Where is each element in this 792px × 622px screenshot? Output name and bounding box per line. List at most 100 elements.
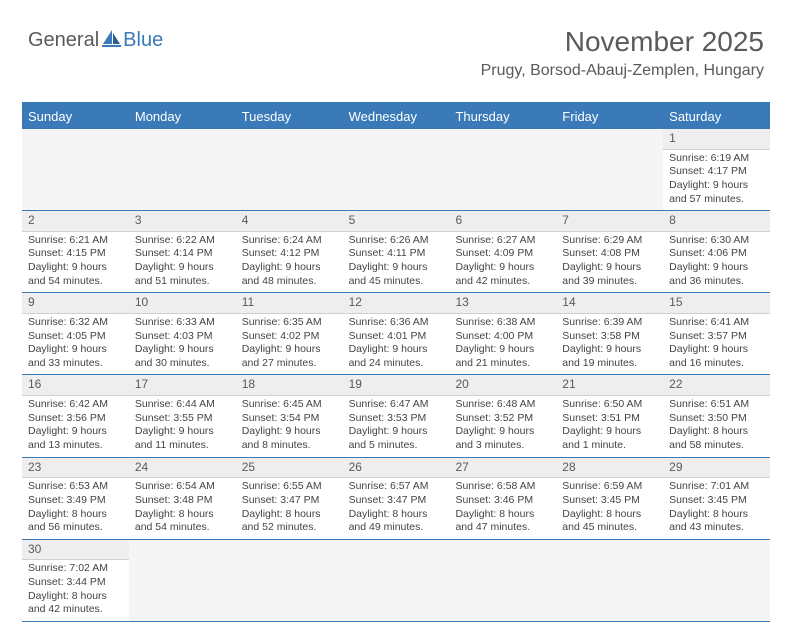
sunset-line: Sunset: 3:48 PM (135, 494, 230, 508)
cell-body: Sunrise: 6:59 AMSunset: 3:45 PMDaylight:… (556, 478, 663, 539)
calendar-cell: 18Sunrise: 6:45 AMSunset: 3:54 PMDayligh… (236, 375, 343, 456)
sunset-line: Sunset: 3:45 PM (669, 494, 764, 508)
sunrise-line: Sunrise: 6:22 AM (135, 234, 230, 248)
cell-body: Sunrise: 6:54 AMSunset: 3:48 PMDaylight:… (129, 478, 236, 539)
daylight-line: Daylight: 9 hours and 19 minutes. (562, 343, 657, 370)
daylight-line: Daylight: 9 hours and 24 minutes. (349, 343, 444, 370)
calendar-cell: 24Sunrise: 6:54 AMSunset: 3:48 PMDayligh… (129, 458, 236, 539)
logo: General Blue (28, 28, 163, 53)
sunset-line: Sunset: 3:53 PM (349, 412, 444, 426)
sunrise-line: Sunrise: 6:44 AM (135, 398, 230, 412)
sunset-line: Sunset: 3:54 PM (242, 412, 337, 426)
calendar-cell: 23Sunrise: 6:53 AMSunset: 3:49 PMDayligh… (22, 458, 129, 539)
calendar-cell: 19Sunrise: 6:47 AMSunset: 3:53 PMDayligh… (343, 375, 450, 456)
sunrise-line: Sunrise: 6:30 AM (669, 234, 764, 248)
date-number: 11 (236, 293, 343, 314)
date-number: 27 (449, 458, 556, 479)
calendar-cell: 7Sunrise: 6:29 AMSunset: 4:08 PMDaylight… (556, 211, 663, 292)
sunrise-line: Sunrise: 6:55 AM (242, 480, 337, 494)
calendar-cell: 16Sunrise: 6:42 AMSunset: 3:56 PMDayligh… (22, 375, 129, 456)
sunset-line: Sunset: 3:50 PM (669, 412, 764, 426)
sunset-line: Sunset: 4:15 PM (28, 247, 123, 261)
date-number: 15 (663, 293, 770, 314)
sunset-line: Sunset: 3:57 PM (669, 330, 764, 344)
date-number: 10 (129, 293, 236, 314)
date-number: 23 (22, 458, 129, 479)
calendar-cell: 5Sunrise: 6:26 AMSunset: 4:11 PMDaylight… (343, 211, 450, 292)
daylight-line: Daylight: 9 hours and 30 minutes. (135, 343, 230, 370)
daylight-line: Daylight: 8 hours and 47 minutes. (455, 508, 550, 535)
daylight-line: Daylight: 8 hours and 58 minutes. (669, 425, 764, 452)
date-number: 19 (343, 375, 450, 396)
calendar-cell: 8Sunrise: 6:30 AMSunset: 4:06 PMDaylight… (663, 211, 770, 292)
sunset-line: Sunset: 4:09 PM (455, 247, 550, 261)
calendar-cell: 17Sunrise: 6:44 AMSunset: 3:55 PMDayligh… (129, 375, 236, 456)
sunrise-line: Sunrise: 6:58 AM (455, 480, 550, 494)
date-number: 9 (22, 293, 129, 314)
sunset-line: Sunset: 4:08 PM (562, 247, 657, 261)
cell-body: Sunrise: 7:01 AMSunset: 3:45 PMDaylight:… (663, 478, 770, 539)
sunset-line: Sunset: 4:14 PM (135, 247, 230, 261)
calendar-cell: 13Sunrise: 6:38 AMSunset: 4:00 PMDayligh… (449, 293, 556, 374)
date-number: 2 (22, 211, 129, 232)
daylight-line: Daylight: 9 hours and 16 minutes. (669, 343, 764, 370)
calendar-cell: 2Sunrise: 6:21 AMSunset: 4:15 PMDaylight… (22, 211, 129, 292)
calendar-cell (236, 540, 343, 621)
calendar-cell (449, 540, 556, 621)
calendar-cell (22, 129, 129, 210)
cell-body: Sunrise: 6:55 AMSunset: 3:47 PMDaylight:… (236, 478, 343, 539)
sunset-line: Sunset: 3:58 PM (562, 330, 657, 344)
logo-text-general: General (28, 29, 99, 52)
calendar-cell (449, 129, 556, 210)
calendar-cell: 6Sunrise: 6:27 AMSunset: 4:09 PMDaylight… (449, 211, 556, 292)
date-number: 26 (343, 458, 450, 479)
date-number: 25 (236, 458, 343, 479)
day-header-tue: Tuesday (236, 104, 343, 129)
cell-body: Sunrise: 6:32 AMSunset: 4:05 PMDaylight:… (22, 314, 129, 375)
sunrise-line: Sunrise: 6:53 AM (28, 480, 123, 494)
sunrise-line: Sunrise: 6:42 AM (28, 398, 123, 412)
daylight-line: Daylight: 9 hours and 5 minutes. (349, 425, 444, 452)
cell-body: Sunrise: 6:35 AMSunset: 4:02 PMDaylight:… (236, 314, 343, 375)
cell-body: Sunrise: 6:21 AMSunset: 4:15 PMDaylight:… (22, 232, 129, 293)
day-header-row: Sunday Monday Tuesday Wednesday Thursday… (22, 104, 770, 129)
date-number: 24 (129, 458, 236, 479)
date-number: 22 (663, 375, 770, 396)
date-number: 5 (343, 211, 450, 232)
daylight-line: Daylight: 9 hours and 42 minutes. (455, 261, 550, 288)
calendar-cell: 26Sunrise: 6:57 AMSunset: 3:47 PMDayligh… (343, 458, 450, 539)
calendar-cell (556, 129, 663, 210)
cell-body: Sunrise: 6:33 AMSunset: 4:03 PMDaylight:… (129, 314, 236, 375)
daylight-line: Daylight: 9 hours and 13 minutes. (28, 425, 123, 452)
sunrise-line: Sunrise: 6:29 AM (562, 234, 657, 248)
calendar-week: 30Sunrise: 7:02 AMSunset: 3:44 PMDayligh… (22, 540, 770, 622)
daylight-line: Daylight: 8 hours and 42 minutes. (28, 590, 123, 617)
day-header-thu: Thursday (449, 104, 556, 129)
sunset-line: Sunset: 4:00 PM (455, 330, 550, 344)
calendar-cell: 21Sunrise: 6:50 AMSunset: 3:51 PMDayligh… (556, 375, 663, 456)
sunset-line: Sunset: 3:49 PM (28, 494, 123, 508)
sunrise-line: Sunrise: 6:33 AM (135, 316, 230, 330)
sunset-line: Sunset: 3:55 PM (135, 412, 230, 426)
sunset-line: Sunset: 4:02 PM (242, 330, 337, 344)
location: Prugy, Borsod-Abauj-Zemplen, Hungary (481, 62, 764, 80)
date-number: 17 (129, 375, 236, 396)
calendar-week: 1Sunrise: 6:19 AMSunset: 4:17 PMDaylight… (22, 129, 770, 211)
calendar-cell: 25Sunrise: 6:55 AMSunset: 3:47 PMDayligh… (236, 458, 343, 539)
sunrise-line: Sunrise: 6:48 AM (455, 398, 550, 412)
calendar-cell: 22Sunrise: 6:51 AMSunset: 3:50 PMDayligh… (663, 375, 770, 456)
cell-body: Sunrise: 6:48 AMSunset: 3:52 PMDaylight:… (449, 396, 556, 457)
cell-body: Sunrise: 6:38 AMSunset: 4:00 PMDaylight:… (449, 314, 556, 375)
date-number: 4 (236, 211, 343, 232)
sunset-line: Sunset: 4:11 PM (349, 247, 444, 261)
calendar-cell (663, 540, 770, 621)
daylight-line: Daylight: 8 hours and 49 minutes. (349, 508, 444, 535)
sunrise-line: Sunrise: 6:41 AM (669, 316, 764, 330)
sunset-line: Sunset: 3:45 PM (562, 494, 657, 508)
sunrise-line: Sunrise: 6:54 AM (135, 480, 230, 494)
cell-body: Sunrise: 6:39 AMSunset: 3:58 PMDaylight:… (556, 314, 663, 375)
daylight-line: Daylight: 9 hours and 21 minutes. (455, 343, 550, 370)
logo-text-blue: Blue (123, 29, 163, 52)
date-number: 7 (556, 211, 663, 232)
calendar-cell (129, 129, 236, 210)
